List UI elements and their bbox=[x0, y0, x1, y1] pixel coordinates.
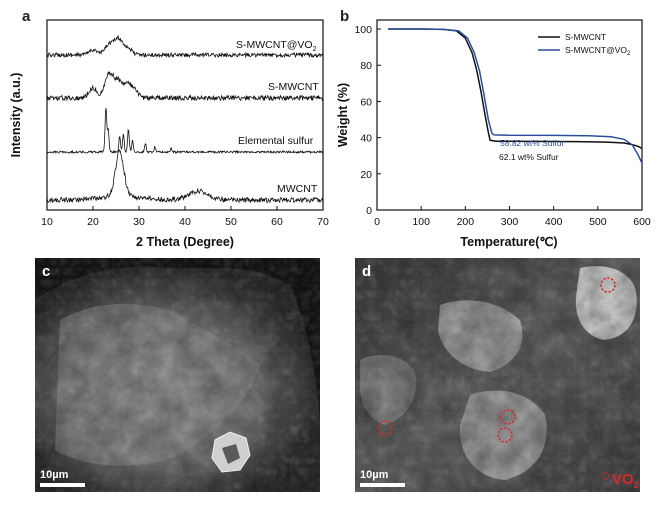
tga-x-tick-label: 400 bbox=[545, 216, 563, 228]
xrd-x-tick-label: 10 bbox=[41, 216, 53, 228]
scale-bar-label-c: 10µm bbox=[40, 469, 69, 481]
xrd-x-tick-label: 30 bbox=[133, 216, 145, 228]
tga-y-tick-label: 60 bbox=[360, 96, 372, 108]
xrd-x-tick-label: 60 bbox=[271, 216, 283, 228]
panel-label-a: a bbox=[22, 8, 31, 25]
annotation-58-82-sulfur: 58.82 wt% Sulfur bbox=[500, 138, 564, 148]
xrd-label-s-mwcnt: S-MWCNT bbox=[268, 81, 319, 93]
tga-y-tick-label: 0 bbox=[366, 205, 372, 217]
tga-line-s-mwcnt-vo2 bbox=[388, 28, 643, 164]
panel-label-d: d bbox=[362, 263, 371, 280]
xrd-label-s-mwcnt-vo2: S-MWCNT@VO2 bbox=[236, 39, 317, 53]
sem-c-shadows bbox=[35, 258, 320, 492]
xrd-chart: 10 20 30 40 50 60 70 2 Theta (Degree) Intensit… bbox=[9, 19, 329, 249]
xrd-x-tick-label: 70 bbox=[317, 216, 329, 228]
tga-x-tick-label: 600 bbox=[633, 216, 651, 228]
vo2-legend-label: VO2 bbox=[612, 471, 639, 490]
xrd-trace bbox=[46, 149, 324, 204]
tga-y-tick-label: 40 bbox=[360, 133, 372, 145]
tga-x-tick-label: 500 bbox=[589, 216, 607, 228]
vo2-marker bbox=[377, 420, 393, 436]
tga-x-tick-label: 0 bbox=[374, 216, 380, 228]
tga-y-tick-label: 80 bbox=[360, 60, 372, 72]
sem-c-crystal-core bbox=[222, 444, 240, 464]
xrd-trace bbox=[47, 107, 324, 155]
tga-x-tick-label: 100 bbox=[412, 216, 430, 228]
sem-image-c: c 10µm bbox=[35, 258, 320, 492]
tga-chart: 0 100 200 300 400 500 600 0 20 40 60 80 100 Temperat… bbox=[336, 19, 651, 249]
annotation-62-1-sulfur: 62.1 wt% Sulfur bbox=[499, 152, 559, 162]
sem-image-d: d 10µm VO2 bbox=[355, 258, 640, 492]
sem-d-shadows bbox=[355, 258, 640, 492]
xrd-traces bbox=[46, 35, 324, 204]
xrd-x-tick-label: 20 bbox=[87, 216, 99, 228]
xrd-x-tick-label: 50 bbox=[225, 216, 237, 228]
scale-bar-c bbox=[40, 483, 85, 487]
tga-legend: S-MWCNT S-MWCNT@VO2 bbox=[538, 32, 631, 57]
xrd-label-elemental-sulfur: Elemental sulfur bbox=[238, 135, 314, 147]
scale-bar-d bbox=[360, 483, 405, 487]
tga-ticks: 0 100 200 300 400 500 600 0 20 40 60 80 100 bbox=[354, 24, 650, 228]
xrd-trace bbox=[46, 35, 324, 59]
tga-x-tick-label: 300 bbox=[501, 216, 519, 228]
legend-label-s-mwcnt: S-MWCNT bbox=[565, 32, 606, 42]
tga-traces bbox=[388, 28, 643, 164]
tga-y-tick-label: 20 bbox=[360, 169, 372, 181]
vo2-marker bbox=[600, 277, 616, 293]
tga-x-axis-title: Temperature(℃) bbox=[460, 235, 557, 249]
xrd-x-axis-title: 2 Theta (Degree) bbox=[136, 235, 234, 249]
panel-label-b: b bbox=[340, 8, 349, 25]
tga-y-tick-label: 100 bbox=[354, 24, 372, 36]
tga-y-axis-title: Weight (%) bbox=[336, 83, 350, 147]
xrd-x-ticks: 10 20 30 40 50 60 70 bbox=[41, 206, 329, 228]
scale-bar-label-d: 10µm bbox=[360, 469, 389, 481]
panel-label-c: c bbox=[42, 263, 50, 280]
xrd-trace bbox=[46, 71, 324, 102]
legend-label-s-mwcnt-vo2: S-MWCNT@VO2 bbox=[565, 45, 631, 57]
vo2-marker bbox=[497, 427, 513, 443]
vo2-legend-marker bbox=[602, 472, 610, 480]
xrd-x-tick-label: 40 bbox=[179, 216, 191, 228]
xrd-y-axis-title: Intensity (a.u.) bbox=[9, 73, 23, 158]
vo2-marker bbox=[500, 409, 516, 425]
xrd-label-mwcnt: MWCNT bbox=[277, 183, 318, 195]
tga-x-tick-label: 200 bbox=[457, 216, 475, 228]
